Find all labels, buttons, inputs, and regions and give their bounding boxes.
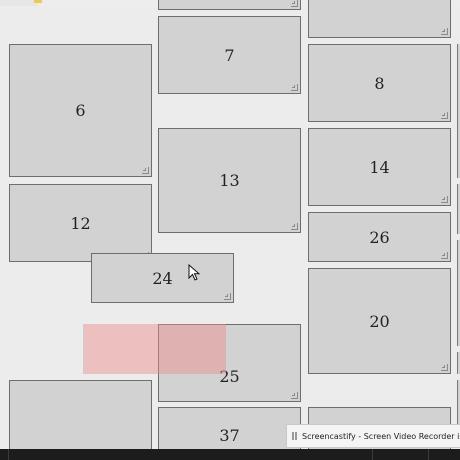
tile-number: 20 bbox=[369, 311, 390, 331]
tile-number: 37 bbox=[219, 426, 240, 445]
resize-handle-icon[interactable] bbox=[441, 196, 448, 203]
mouse-cursor-icon bbox=[188, 264, 201, 281]
grid-tile-partial-bottom-left[interactable] bbox=[9, 380, 152, 460]
grid-tile-edge bbox=[457, 184, 460, 234]
resize-handle-icon[interactable] bbox=[291, 84, 298, 91]
grid-tile-6[interactable]: 6 bbox=[9, 44, 152, 177]
grid-tile-25[interactable]: 25 bbox=[158, 324, 301, 402]
tile-number: 24 bbox=[152, 268, 173, 288]
grid-tile-edge bbox=[457, 380, 460, 440]
resize-handle-icon[interactable] bbox=[291, 0, 298, 7]
grid-tile-edge bbox=[457, 352, 460, 374]
tile-number: 14 bbox=[369, 157, 390, 177]
resize-handle-icon[interactable] bbox=[291, 392, 298, 399]
grid-tile-8[interactable]: 8 bbox=[308, 44, 451, 122]
resize-handle-icon[interactable] bbox=[142, 167, 149, 174]
grid-tile-edge bbox=[457, 240, 460, 346]
grid-tile-partial-top-middle[interactable] bbox=[158, 0, 301, 10]
grid-tile-7[interactable]: 7 bbox=[158, 16, 301, 94]
grid-tile-12[interactable]: 12 bbox=[9, 184, 152, 262]
pause-icon[interactable] bbox=[292, 432, 297, 440]
resize-handle-icon[interactable] bbox=[291, 223, 298, 230]
resize-handle-icon[interactable] bbox=[441, 364, 448, 371]
resize-handle-icon[interactable] bbox=[441, 28, 448, 35]
grid-tile-14[interactable]: 14 bbox=[308, 128, 451, 206]
grid-tile-24-dragging[interactable]: 24 bbox=[91, 253, 234, 303]
grid-tile-20[interactable]: 20 bbox=[308, 268, 451, 374]
tile-number: 26 bbox=[369, 227, 390, 247]
drop-placeholder bbox=[83, 324, 226, 374]
taskbar bbox=[0, 449, 460, 460]
screen-recorder-notification[interactable]: Screencastify - Screen Video Recorder is… bbox=[286, 424, 460, 448]
tab-icon bbox=[34, 0, 42, 3]
resize-handle-icon[interactable] bbox=[441, 252, 448, 259]
tile-number: 12 bbox=[70, 213, 91, 233]
taskbar-separator bbox=[372, 449, 373, 460]
grid-tile-13[interactable]: 13 bbox=[158, 128, 301, 233]
taskbar-separator bbox=[428, 449, 429, 460]
browser-tab-fragment bbox=[0, 0, 42, 6]
tile-number: 13 bbox=[219, 171, 240, 190]
notification-text: Screencastify - Screen Video Recorder is… bbox=[302, 431, 460, 441]
grid-tile-partial-top-right[interactable] bbox=[308, 0, 451, 38]
resize-handle-icon[interactable] bbox=[441, 112, 448, 119]
tile-number: 7 bbox=[224, 45, 235, 65]
taskbar-separator bbox=[8, 449, 9, 460]
tile-number: 8 bbox=[374, 73, 385, 93]
grid-tile-26[interactable]: 26 bbox=[308, 212, 451, 262]
tile-number: 6 bbox=[75, 101, 86, 120]
grid-tile-edge bbox=[457, 44, 460, 178]
resize-handle-icon[interactable] bbox=[224, 293, 231, 300]
